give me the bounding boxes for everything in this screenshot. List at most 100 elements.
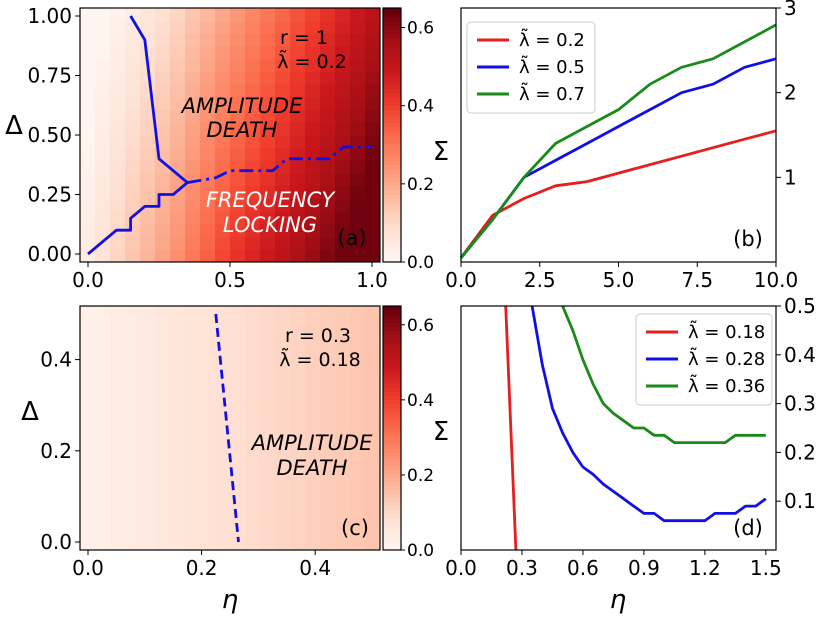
- heatmap-cell: [80, 109, 96, 123]
- heatmap-cell: [80, 147, 96, 161]
- heatmap-cell: [155, 440, 171, 453]
- heatmap-cell: [155, 537, 171, 551]
- heatmap-cell: [260, 211, 276, 225]
- heatmap-cell: [365, 452, 381, 466]
- panel-a-colorbar-label: 0.0: [407, 253, 434, 273]
- panel-a-colorbar-frame: [382, 7, 402, 263]
- heatmap-cell: [80, 428, 96, 441]
- heatmap-cell: [140, 109, 156, 123]
- heatmap-cell: [260, 135, 276, 149]
- heatmap-cell: [110, 525, 126, 539]
- heatmap-cell: [170, 330, 186, 344]
- heatmap-cell: [95, 96, 111, 111]
- heatmap-cell: [290, 391, 306, 405]
- heatmap-cell: [80, 96, 96, 111]
- heatmap-cell: [185, 501, 201, 514]
- panel-a-colorbar-band: [383, 63, 401, 68]
- heatmap-cell: [125, 342, 141, 356]
- heatmap-cell: [245, 211, 261, 225]
- heatmap-cell: [170, 306, 186, 319]
- panel-d-plot-area: [504, 306, 767, 550]
- heatmap-cell: [215, 249, 231, 263]
- heatmap-cell: [185, 185, 201, 199]
- heatmap-cell: [155, 109, 171, 123]
- heatmap-cell: [365, 84, 381, 98]
- heatmap-cell: [305, 452, 321, 466]
- heatmap-cell: [185, 391, 201, 405]
- panel-c-region-label-line2: DEATH: [277, 456, 348, 480]
- heatmap-cell: [95, 173, 111, 187]
- heatmap-cell: [320, 342, 336, 356]
- panel-c-colorbar-band: [383, 391, 401, 397]
- panel-a-colorbar-band: [383, 173, 401, 178]
- heatmap-cell: [140, 147, 156, 161]
- heatmap-cell: [290, 223, 306, 238]
- panel-d-xtick-label: 1.2: [689, 556, 721, 580]
- heatmap-cell: [365, 46, 381, 60]
- heatmap-cell: [335, 476, 351, 490]
- heatmap-cell: [185, 147, 201, 161]
- heatmap-cell: [275, 391, 291, 405]
- panel-c-colorbar-band: [383, 330, 401, 336]
- heatmap-cell: [350, 135, 366, 149]
- heatmap-cell: [305, 525, 321, 539]
- heatmap-cell: [275, 403, 291, 417]
- panel-a-colorbar-band: [383, 151, 401, 157]
- panel-a-colorbar-band: [383, 67, 401, 73]
- panel-c-colorbar-band: [383, 419, 401, 425]
- heatmap-cell: [95, 476, 111, 490]
- panel-c-colorbar-band: [383, 411, 401, 417]
- panel-d-tag: (d): [733, 516, 763, 540]
- heatmap-cell: [305, 122, 321, 136]
- heatmap-cell: [365, 236, 381, 250]
- heatmap-cell: [245, 223, 261, 238]
- heatmap-cell: [185, 464, 201, 478]
- heatmap-cell: [350, 20, 366, 34]
- heatmap-cell: [95, 249, 111, 263]
- heatmap-cell: [95, 135, 111, 149]
- heatmap-cell: [245, 20, 261, 34]
- heatmap-cell: [125, 537, 141, 551]
- heatmap-cell: [95, 198, 111, 212]
- heatmap-cell: [320, 379, 336, 392]
- heatmap-cell: [335, 147, 351, 161]
- heatmap-cell: [260, 513, 276, 527]
- heatmap-cell: [320, 330, 336, 344]
- heatmap-cell: [155, 71, 171, 85]
- heatmap-cell: [170, 354, 186, 368]
- heatmap-cell: [215, 33, 231, 47]
- heatmap-cell: [245, 46, 261, 60]
- panel-a-colorbar-band: [383, 16, 401, 22]
- panel-b-tag: (b): [733, 227, 763, 251]
- heatmap-cell: [245, 440, 261, 453]
- heatmap-cell: [125, 58, 141, 72]
- heatmap-cell: [290, 367, 306, 380]
- heatmap-cell: [155, 330, 171, 344]
- panel-c-colorbar-band: [383, 489, 401, 494]
- heatmap-cell: [320, 84, 336, 98]
- heatmap-cell: [260, 122, 276, 136]
- heatmap-cell: [80, 211, 96, 225]
- heatmap-cell: [80, 464, 96, 478]
- heatmap-cell: [185, 440, 201, 453]
- heatmap-cell: [365, 537, 381, 551]
- heatmap-cell: [155, 501, 171, 514]
- heatmap-cell: [260, 96, 276, 111]
- heatmap-cell: [185, 122, 201, 136]
- heatmap-cell: [125, 415, 141, 429]
- heatmap-cell: [155, 318, 171, 331]
- heatmap-cell: [335, 415, 351, 429]
- heatmap-cell: [245, 476, 261, 490]
- panel-a-region-label-line1: AMPLITUDE: [180, 94, 303, 118]
- heatmap-cell: [335, 96, 351, 111]
- panel-a-colorbar-band: [383, 168, 401, 174]
- heatmap-cell: [110, 173, 126, 187]
- heatmap-cell: [230, 147, 246, 161]
- panel-c-colorbar-band: [383, 452, 401, 458]
- heatmap-cell: [200, 33, 216, 47]
- panel-a-colorbar-band: [383, 232, 401, 238]
- heatmap-cell: [365, 440, 381, 453]
- heatmap-cell: [170, 8, 186, 22]
- heatmap-cell: [275, 452, 291, 466]
- heatmap-cell: [275, 96, 291, 111]
